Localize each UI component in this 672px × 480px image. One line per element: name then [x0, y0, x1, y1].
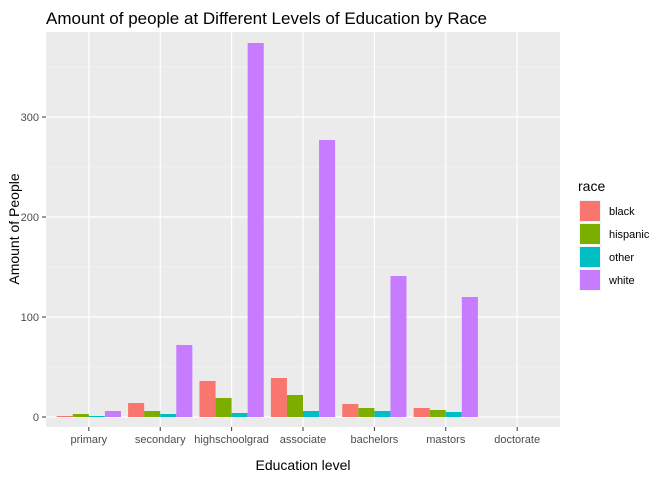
legend-label-black: black: [609, 206, 635, 218]
legend-label-other: other: [609, 252, 634, 264]
y-tick-label: 100: [21, 312, 39, 324]
legend-swatch-black: [580, 201, 600, 221]
x-axis-title: Education level: [256, 457, 351, 473]
bar-black-primary: [56, 416, 73, 417]
bar-hispanic-primary: [72, 414, 89, 417]
bar-white-bachelors: [390, 276, 407, 417]
x-tick-label-highschoolgrad: highschoolgrad: [194, 434, 269, 446]
x-tick-label-associate: associate: [280, 434, 326, 446]
bar-hispanic-associate: [286, 395, 303, 417]
legend-label-white: white: [608, 275, 635, 287]
bars: [56, 43, 478, 417]
x-tick-label-primary: primary: [70, 434, 107, 446]
x-tick-label-doctorate: doctorate: [494, 434, 540, 446]
legend-title: race: [578, 178, 605, 194]
x-tick-label-bachelors: bachelors: [351, 434, 399, 446]
legend-swatch-hispanic: [580, 224, 600, 244]
bar-hispanic-mastors: [429, 410, 446, 417]
bar-other-secondary: [160, 414, 177, 417]
x-tick-label-secondary: secondary: [135, 434, 186, 446]
y-tick-label: 300: [21, 112, 39, 124]
bar-hispanic-highschoolgrad: [215, 398, 232, 417]
x-axis: primary secondary highschoolgrad associate b…: [70, 427, 540, 446]
bar-white-primary: [104, 411, 121, 417]
y-axis-title: Amount of People: [6, 173, 22, 285]
chart-title: Amount of people at Different Levels of …: [46, 9, 487, 28]
bar-hispanic-bachelors: [358, 408, 375, 417]
bar-other-highschoolgrad: [231, 413, 248, 417]
y-tick-label: 200: [21, 212, 39, 224]
bar-black-associate: [270, 378, 287, 417]
legend-label-hispanic: hispanic: [609, 229, 650, 241]
legend-swatch-other: [580, 247, 600, 267]
major-gridlines: [46, 32, 560, 427]
bar-black-mastors: [413, 408, 430, 417]
legend: race black hispanic other white: [578, 178, 650, 291]
y-tick-label: 0: [33, 412, 39, 424]
bar-hispanic-secondary: [144, 411, 161, 417]
bar-black-highschoolgrad: [199, 381, 216, 417]
bar-other-associate: [303, 411, 320, 417]
bar-white-highschoolgrad: [247, 43, 264, 417]
bar-black-secondary: [128, 403, 145, 417]
bar-white-associate: [319, 140, 336, 417]
bar-black-bachelors: [342, 404, 359, 417]
bar-other-bachelors: [374, 411, 391, 417]
bar-other-primary: [88, 416, 105, 417]
x-tick-label-mastors: mastors: [426, 434, 466, 446]
bar-other-mastors: [445, 412, 462, 417]
bar-white-secondary: [176, 345, 193, 417]
bar-white-mastors: [461, 297, 478, 417]
y-axis: 0 100 200 300: [21, 112, 46, 424]
legend-swatch-white: [580, 270, 600, 290]
